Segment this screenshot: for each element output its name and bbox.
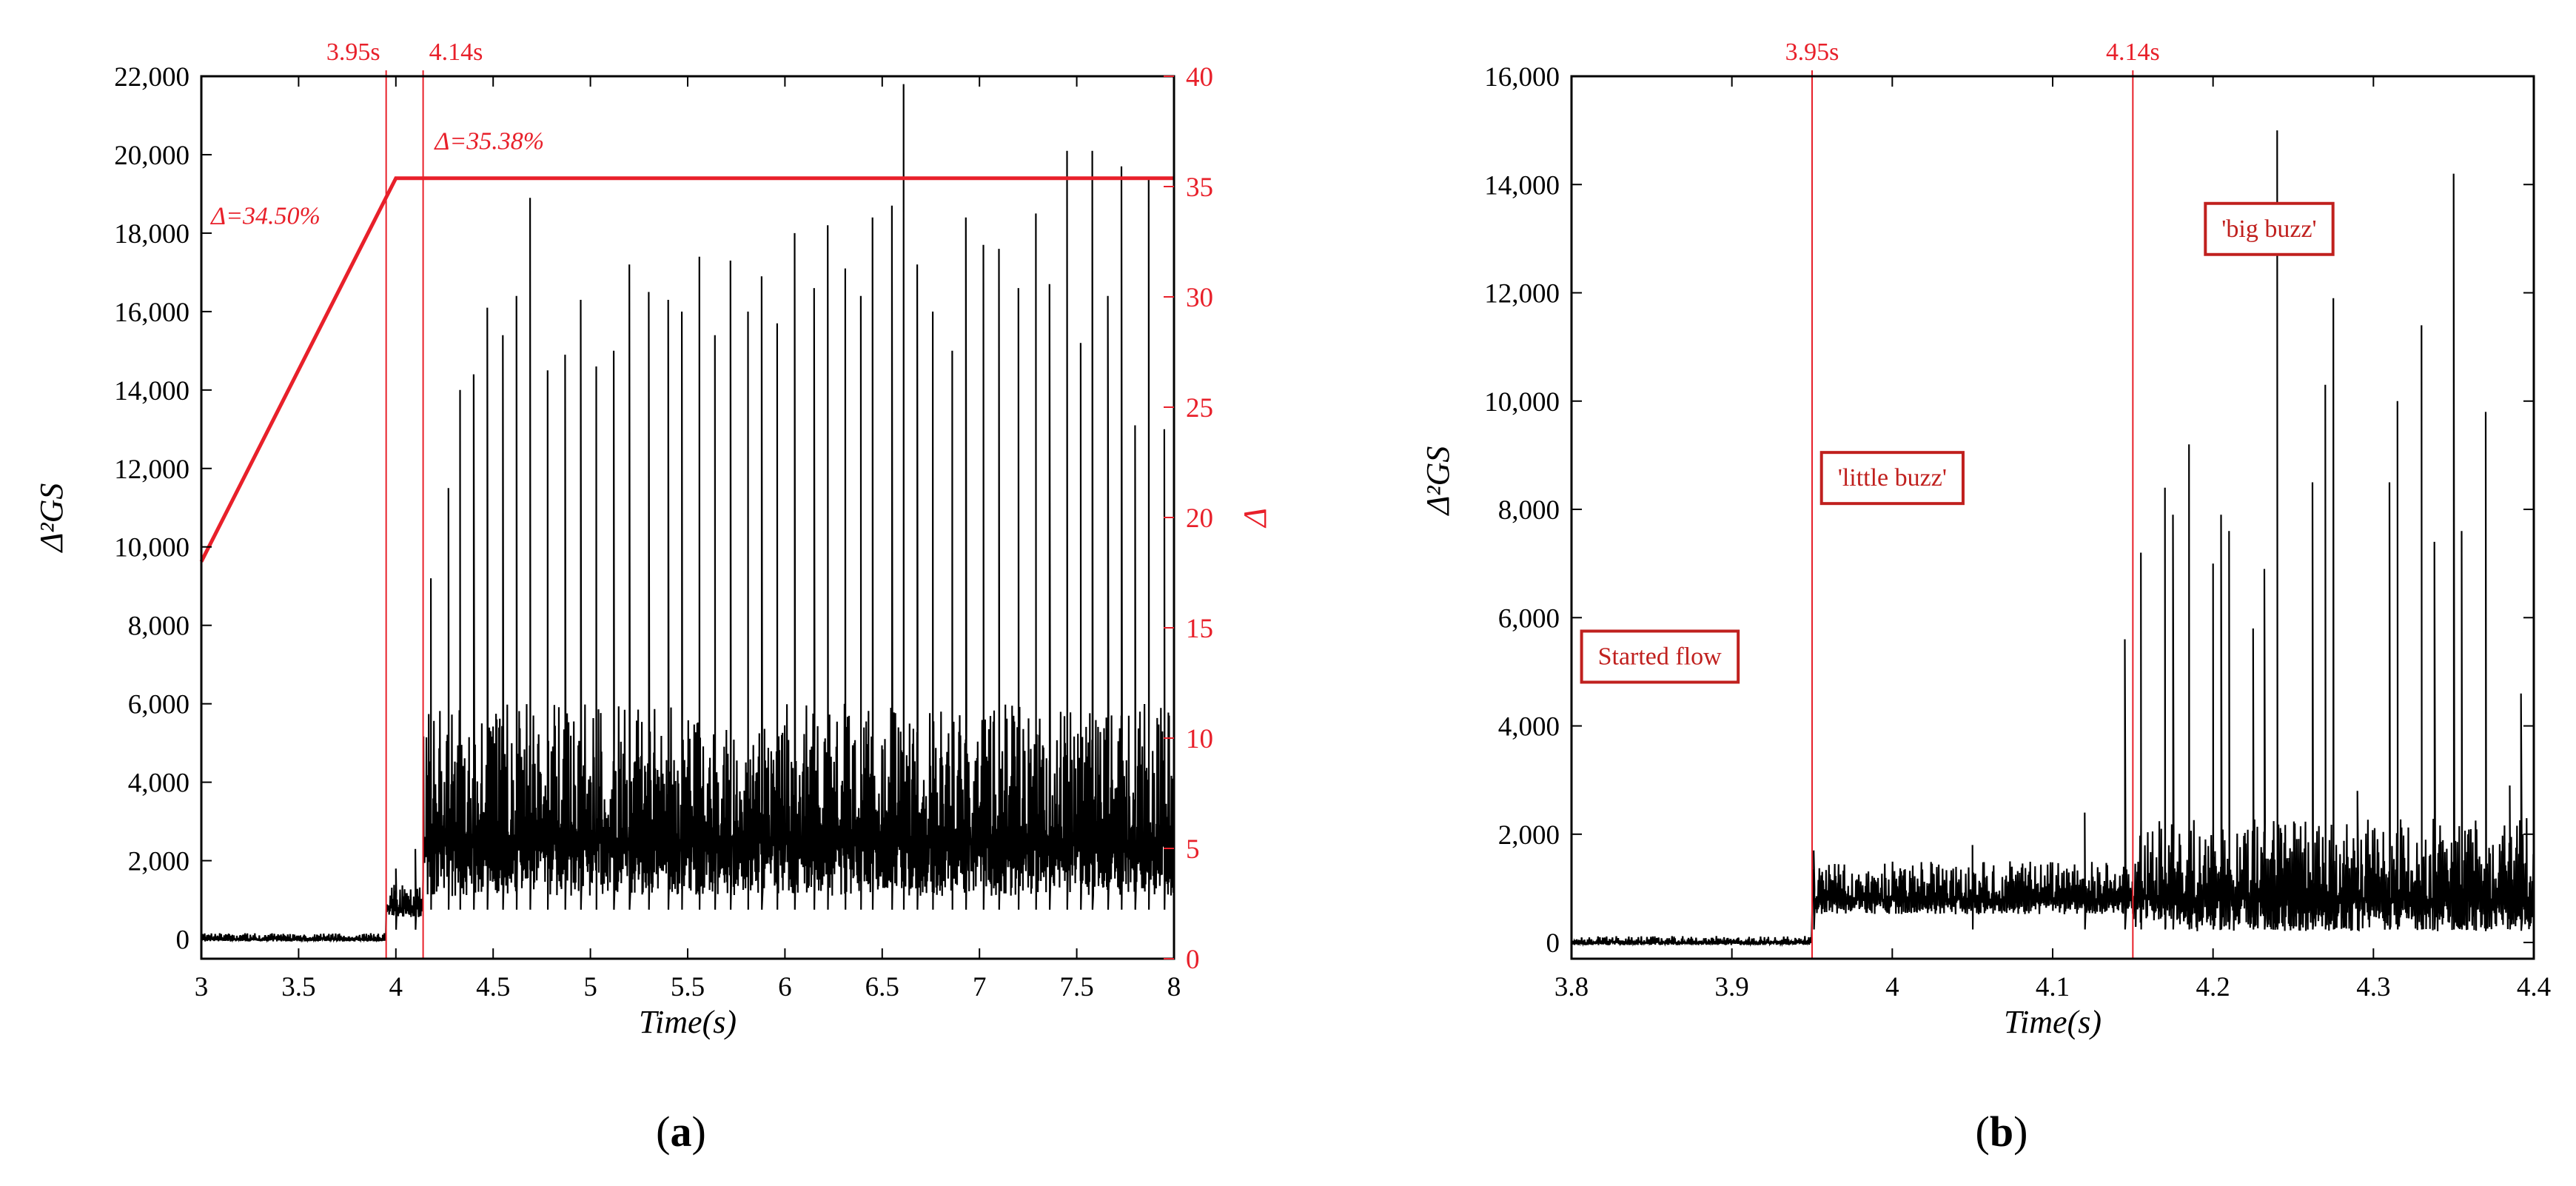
x-tick-label: 3.8 <box>1554 972 1589 1002</box>
x-tick-label: 7 <box>973 972 987 1002</box>
x-axis-title-b: Time(s) <box>2004 1004 2102 1040</box>
x-tick-label: 3.5 <box>281 972 315 1002</box>
y-tick-label: 2,000 <box>1498 820 1560 851</box>
y2-tick-label: 30 <box>1186 283 1213 313</box>
y-tick-label: 4,000 <box>1498 712 1560 743</box>
y2-tick-label: 25 <box>1186 393 1213 423</box>
y-tick-label: 6,000 <box>1498 603 1560 634</box>
x-tick-label: 4.3 <box>2356 972 2390 1002</box>
marker-label: 3.95s <box>1785 38 1839 66</box>
callout-text: 'big buzz' <box>2221 215 2316 243</box>
y-tick-label: 4,000 <box>128 768 189 799</box>
chart-panel-a: 3.95s 4.14s 3 3.5 4 4.5 5 5.5 6 6.5 7 7.5 8 0 2,000 4… <box>33 38 1273 1156</box>
y2-tick-label: 5 <box>1186 834 1200 865</box>
x-tick-label: 4.4 <box>2517 972 2551 1002</box>
annotations-a: Δ=34.50% Δ=35.38% <box>209 127 544 230</box>
x-tick-label: 4.2 <box>2196 972 2230 1002</box>
callout-frame <box>2204 201 2335 256</box>
y-tick-label: 6,000 <box>128 690 189 720</box>
delta-line <box>199 176 1174 563</box>
y2-tick-label: 10 <box>1186 724 1213 754</box>
callout-frame <box>1819 451 1965 506</box>
y-tick-label: 10,000 <box>114 533 189 563</box>
callout-text: Started flow <box>1598 643 1723 670</box>
callout-text: 'little buzz' <box>1838 464 1947 492</box>
panel-label-a: (a) <box>656 1108 706 1156</box>
delta-annotation: Δ=34.50% <box>209 203 321 230</box>
panel-label-b: (b) <box>1976 1108 2028 1156</box>
callout-box: Started flow <box>1580 629 1740 684</box>
signal-trace <box>200 84 1175 943</box>
y-tick-label: 12,000 <box>114 455 189 485</box>
y-axis-a: 0 2,000 4,000 6,000 8,000 10,000 12,000 14,000 1… <box>114 62 212 956</box>
y-tick-label: 0 <box>176 925 190 956</box>
x-tick-label: 4 <box>1885 972 1899 1002</box>
delta-annotation: Δ=35.38% <box>433 127 544 155</box>
x-tick-label: 6 <box>778 972 792 1002</box>
y-tick-label: 12,000 <box>1484 279 1560 309</box>
y2-tick-label: 20 <box>1186 503 1213 534</box>
x-axis-b: 3.8 3.9 4 4.1 4.2 4.3 4.4 <box>1554 76 2551 1002</box>
signal-trace <box>1570 130 2535 947</box>
y-tick-label: 16,000 <box>1484 62 1560 93</box>
x-tick-label: 5.5 <box>671 972 705 1002</box>
y-tick-label: 16,000 <box>114 298 189 328</box>
vlines-b: 3.95s 4.14s <box>1785 38 2160 959</box>
y-tick-label: 8,000 <box>128 612 189 642</box>
y-axis-title-a: Δ²GS <box>33 483 70 554</box>
x-axis-title-a: Time(s) <box>639 1004 737 1040</box>
callout-box: 'little buzz' <box>1819 451 1965 506</box>
y2-tick-label: 35 <box>1186 172 1213 203</box>
y-axis-b: 0 2,000 4,000 6,000 8,000 10,000 12,000 14,000 1… <box>1484 62 2534 959</box>
x-axis-a: 3 3.5 4 4.5 5 5.5 6 6.5 7 7.5 8 <box>195 76 1181 1002</box>
x-tick-label: 3.9 <box>1715 972 1749 1002</box>
x-tick-label: 8 <box>1167 972 1181 1002</box>
series-a-delta <box>199 176 1174 563</box>
y2-tick-label: 0 <box>1186 945 1200 975</box>
y2-tick-label: 40 <box>1186 62 1213 93</box>
y-tick-label: 22,000 <box>114 62 189 93</box>
y-tick-label: 20,000 <box>114 141 189 171</box>
plot-area-b <box>1572 76 2534 959</box>
y2-axis-a: 0 5 10 15 20 25 30 35 40 <box>1164 62 1213 975</box>
series-a-signal <box>200 84 1175 943</box>
y-tick-label: 0 <box>1546 928 1560 959</box>
x-tick-label: 4 <box>389 972 403 1002</box>
y-tick-label: 14,000 <box>1484 170 1560 201</box>
marker-label: 4.14s <box>2106 38 2160 66</box>
x-tick-label: 5 <box>583 972 597 1002</box>
series-b-signal <box>1570 130 2535 947</box>
y-tick-label: 8,000 <box>1498 495 1560 526</box>
annotations-b: Started flow 'little buzz' 'big buzz' <box>1580 201 2335 684</box>
marker-label: 4.14s <box>429 38 483 66</box>
x-tick-label: 4.1 <box>2036 972 2070 1002</box>
x-tick-label: 6.5 <box>865 972 899 1002</box>
x-tick-label: 3 <box>195 972 209 1002</box>
marker-label: 3.95s <box>326 38 380 66</box>
callout-frame <box>1580 629 1740 684</box>
vlines-a: 3.95s 4.14s <box>326 38 483 959</box>
y-axis-title-b: Δ²GS <box>1420 446 1456 517</box>
y-tick-label: 2,000 <box>128 847 189 877</box>
y-tick-label: 14,000 <box>114 376 189 406</box>
y2-axis-title-a: Δ <box>1237 508 1273 529</box>
x-tick-label: 4.5 <box>476 972 510 1002</box>
y2-tick-label: 15 <box>1186 614 1213 644</box>
x-tick-label: 7.5 <box>1059 972 1093 1002</box>
y-tick-label: 10,000 <box>1484 387 1560 418</box>
y-tick-label: 18,000 <box>114 219 189 249</box>
chart-panel-b: 3.95s 4.14s 3.8 3.9 4 4.1 4.2 4.3 4.4 0 2,000 4,0… <box>1420 38 2551 1156</box>
callout-box: 'big buzz' <box>2204 201 2335 256</box>
